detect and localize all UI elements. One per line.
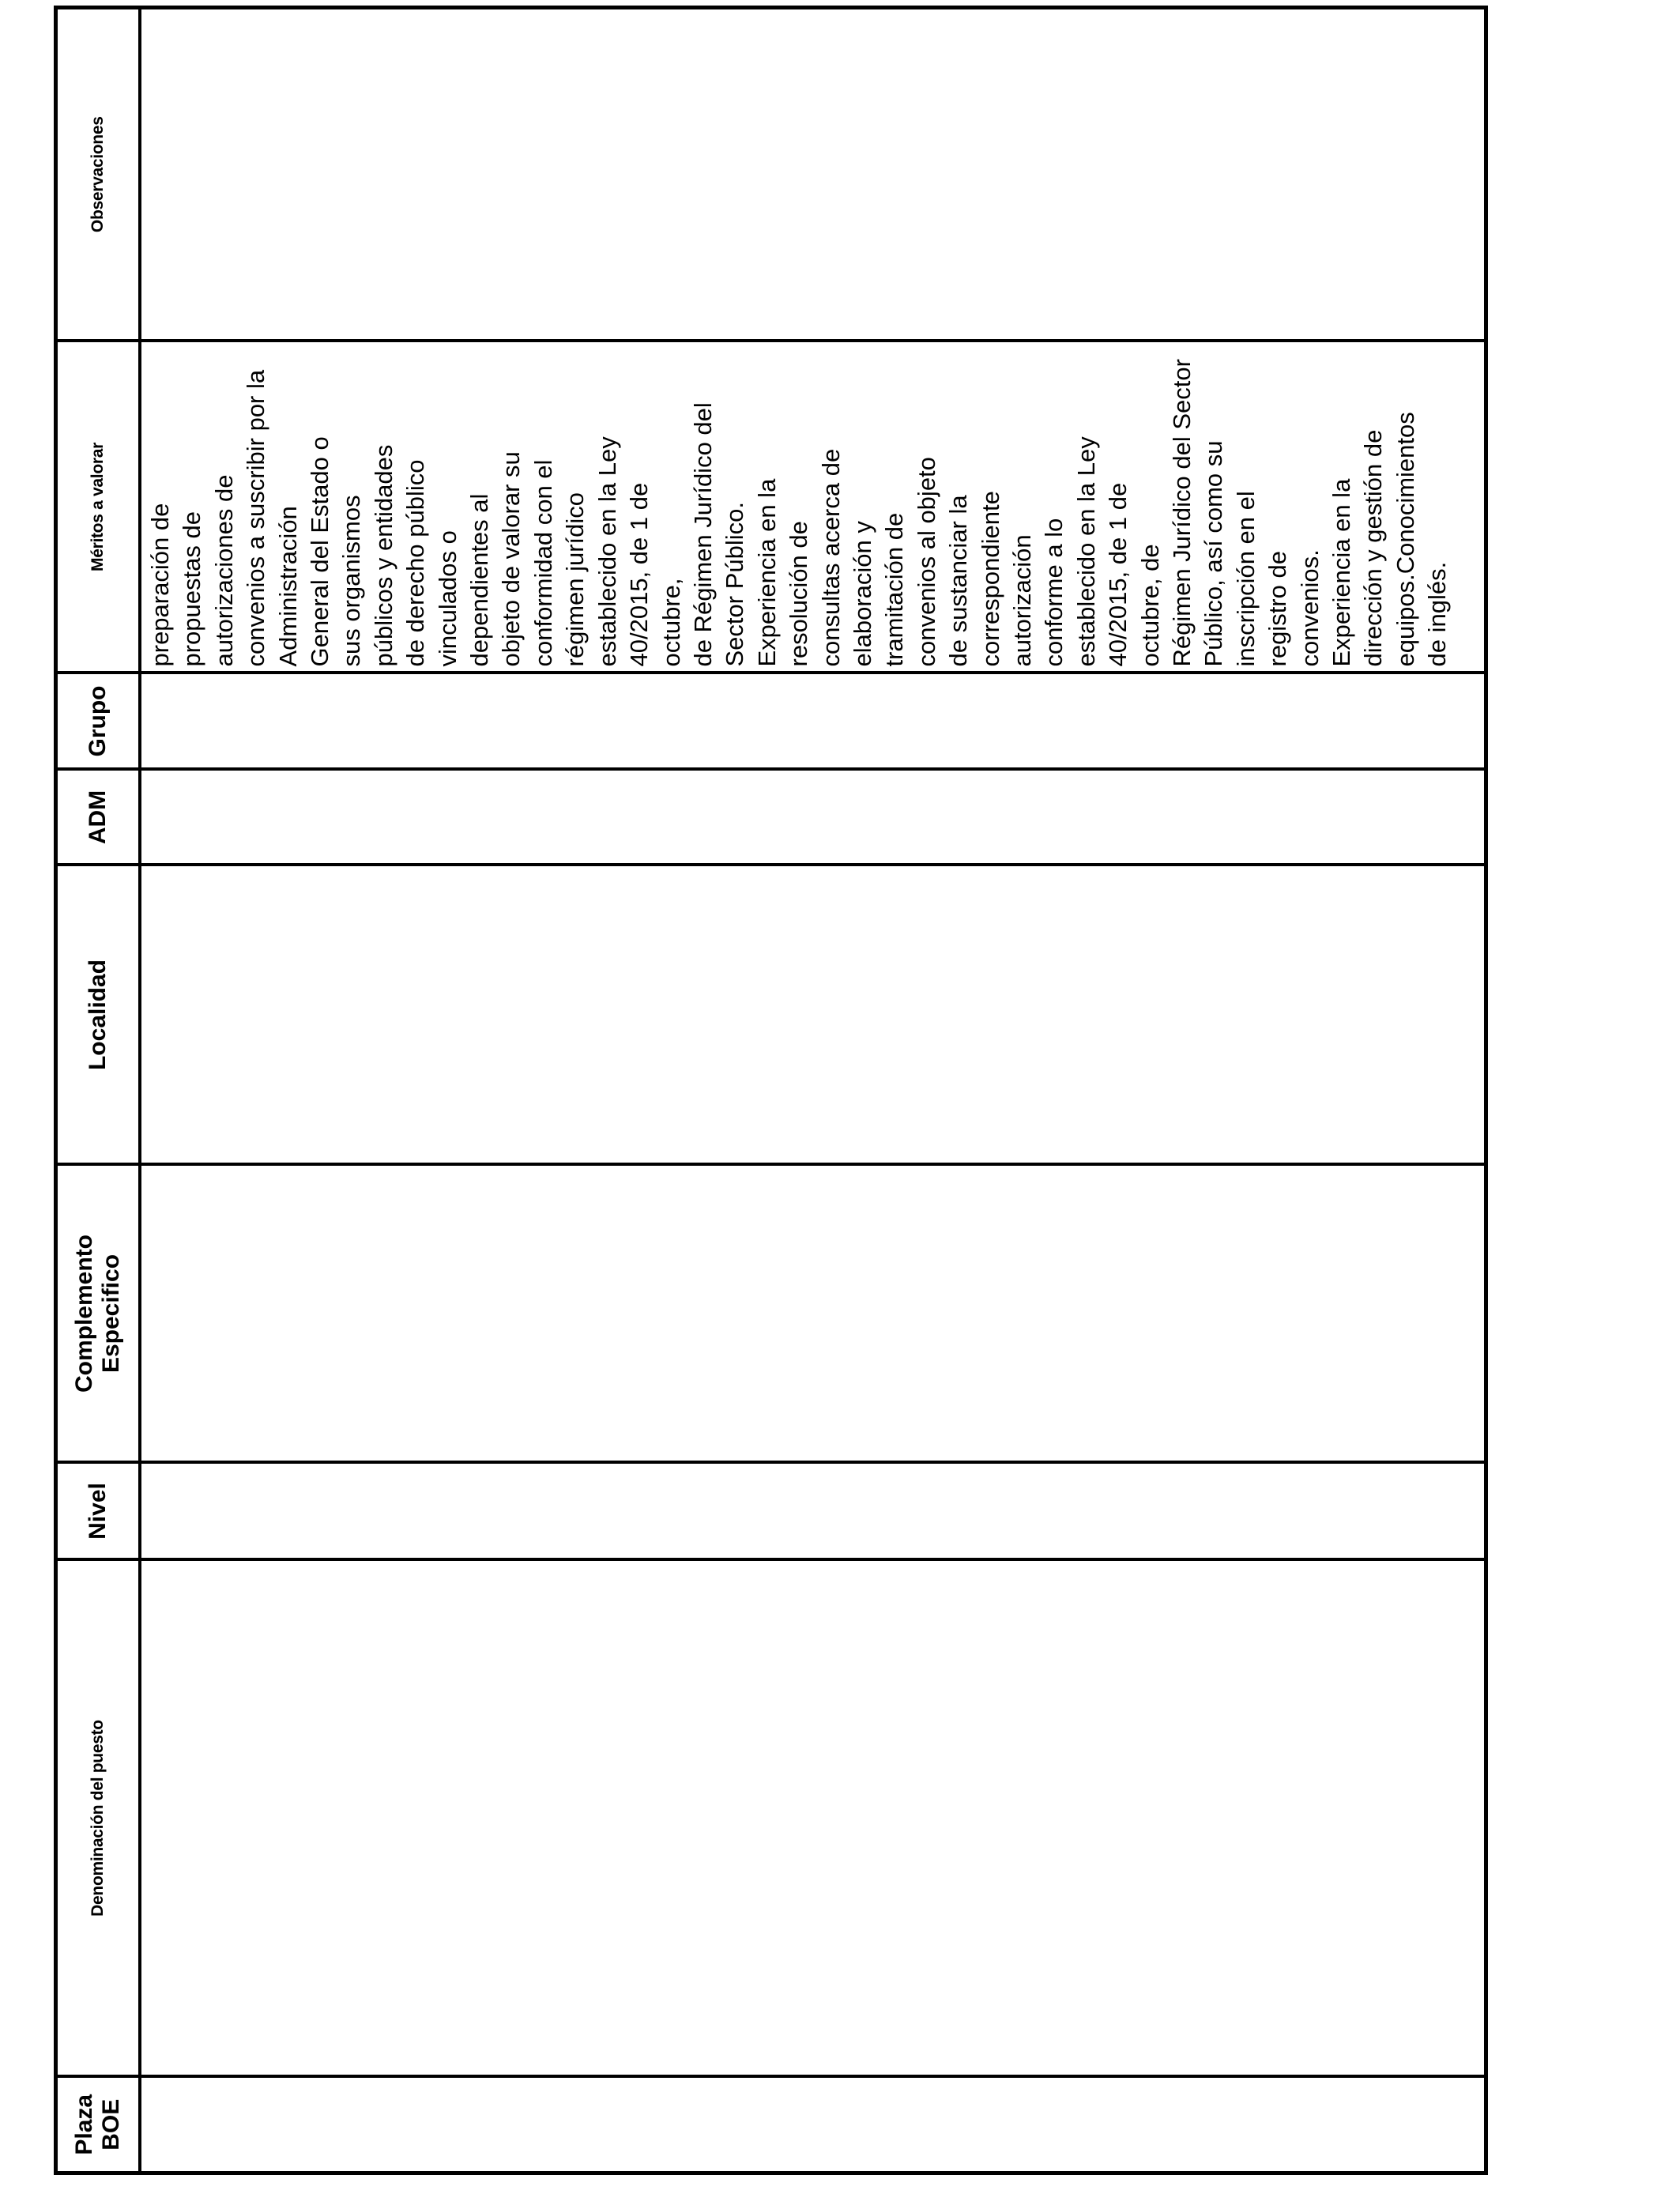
header-observaciones: Observaciones <box>55 7 140 341</box>
cell-localidad <box>140 865 1486 1165</box>
cell-nivel <box>140 1462 1486 1560</box>
cell-complemento <box>140 1164 1486 1463</box>
header-adm: ADM <box>55 769 140 865</box>
header-meritos: Méritos a valorar <box>55 341 140 673</box>
job-positions-table: Plaza BOE Denominación del puesto Nivel … <box>54 6 1488 2175</box>
header-row: Plaza BOE Denominación del puesto Nivel … <box>55 7 140 2173</box>
cell-grupo <box>140 673 1486 770</box>
cell-plaza <box>140 2076 1486 2173</box>
cell-meritos: preparación de propuestas de autorizacio… <box>140 341 1486 673</box>
header-grupo: Grupo <box>55 673 140 770</box>
cell-observaciones <box>140 7 1486 341</box>
header-complemento: Complemento Especifico <box>55 1164 140 1463</box>
table-row: preparación de propuestas de autorizacio… <box>140 7 1486 2173</box>
rotated-page: Plaza BOE Denominación del puesto Nivel … <box>54 6 1488 2175</box>
header-plaza-boe: Plaza BOE <box>55 2076 140 2173</box>
header-nivel: Nivel <box>55 1462 140 1560</box>
header-localidad: Localidad <box>55 865 140 1165</box>
header-denominacion: Denominación del puesto <box>55 1559 140 2077</box>
cell-denominacion <box>140 1559 1486 2077</box>
cell-adm <box>140 769 1486 865</box>
